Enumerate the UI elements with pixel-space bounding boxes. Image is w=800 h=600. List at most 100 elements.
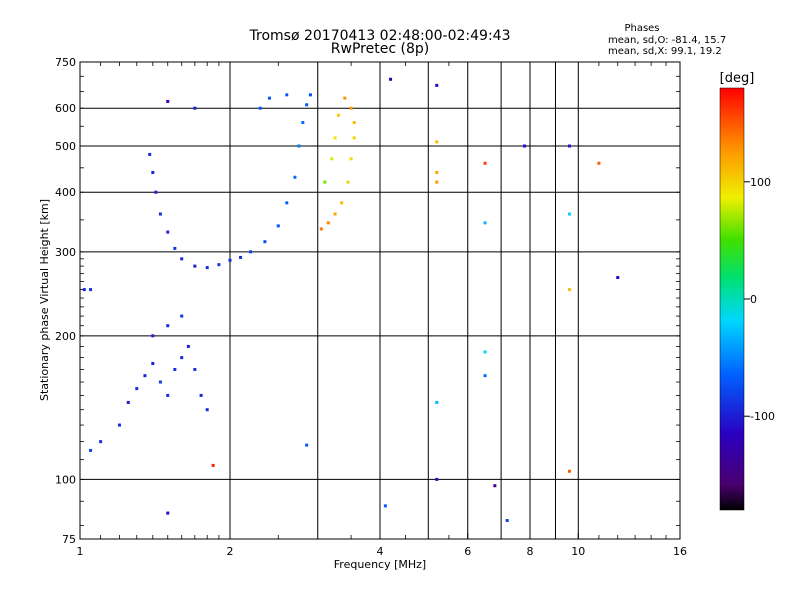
echo-point: [352, 121, 356, 125]
y-tick-label: 75: [62, 533, 76, 546]
echo-point: [166, 393, 170, 397]
echo-point: [330, 157, 334, 161]
y-tick-label: 500: [55, 140, 76, 153]
echo-point: [89, 288, 93, 292]
echo-point: [297, 144, 301, 148]
x-tick-label: 10: [571, 545, 585, 558]
echo-point: [567, 288, 571, 292]
y-tick-label: 750: [55, 56, 76, 69]
echo-point: [166, 99, 170, 103]
echo-point: [117, 423, 121, 427]
colorbar: [719, 87, 745, 511]
echo-point: [180, 356, 184, 360]
phase-stats-x: mean, sd,X: 99.1, 19.2: [608, 46, 722, 57]
colorbar-ticks: 100 0 -100: [744, 176, 775, 423]
echo-point: [305, 443, 309, 447]
echo-point: [186, 344, 190, 348]
echo-point: [435, 180, 439, 184]
echo-point: [523, 144, 527, 148]
echo-point: [597, 161, 601, 165]
y-axis-label: Stationary phase Virtual Height [km]: [38, 199, 51, 401]
echo-point: [285, 201, 289, 205]
echo-point: [151, 361, 155, 365]
phase-stats-o: mean, sd,O: -81.4, 15.7: [608, 35, 726, 46]
echo-point: [193, 367, 197, 371]
colorbar-tick-label: 100: [750, 176, 771, 189]
colorbar-label: [deg]: [720, 71, 755, 86]
echo-point: [333, 136, 337, 140]
echo-point: [435, 140, 439, 144]
echo-point: [435, 170, 439, 174]
echo-point: [505, 519, 509, 523]
echo-point: [228, 258, 232, 262]
echo-point: [180, 257, 184, 261]
axis-ticks: 1 2 4 6 8 10 16 75 100 200 300 400 500 600 750: [55, 56, 687, 558]
phase-stats-label: Phases: [624, 23, 659, 34]
echo-point: [82, 288, 86, 292]
echo-point: [166, 324, 170, 328]
echo-point: [126, 400, 130, 404]
x-tick-label: 16: [673, 545, 687, 558]
echo-point: [151, 170, 155, 174]
echo-point: [166, 511, 170, 515]
echo-point: [567, 469, 571, 473]
x-tick-label: 2: [227, 545, 234, 558]
x-tick-label: 8: [527, 545, 534, 558]
echo-point: [483, 350, 487, 354]
echo-points: [82, 77, 620, 523]
echo-point: [258, 106, 262, 110]
echo-point: [567, 144, 571, 148]
echo-point: [263, 240, 267, 244]
echo-point: [383, 504, 387, 508]
echo-point: [267, 96, 271, 100]
colorbar-tick-label: 0: [750, 293, 757, 306]
echo-point: [143, 374, 147, 378]
echo-point: [435, 83, 439, 87]
echo-point: [346, 180, 350, 184]
echo-point: [158, 212, 162, 216]
echo-point: [326, 221, 330, 225]
echo-point: [319, 227, 323, 231]
echo-point: [211, 463, 215, 467]
x-axis-label: Frequency [MHz]: [334, 558, 426, 571]
chart-title: Tromsø 20170413 02:48:00-02:49:43: [249, 28, 511, 44]
echo-point: [173, 246, 177, 250]
echo-point: [276, 224, 280, 228]
echo-point: [435, 477, 439, 481]
echo-point: [151, 334, 155, 338]
echo-point: [293, 175, 297, 179]
echo-point: [333, 212, 337, 216]
echo-point: [148, 152, 152, 156]
grid-lines: [80, 62, 680, 539]
echo-point: [239, 255, 243, 259]
echo-point: [483, 374, 487, 378]
echo-point: [205, 266, 209, 270]
echo-point: [89, 448, 93, 452]
echo-point: [199, 393, 203, 397]
echo-point: [285, 93, 289, 97]
echo-point: [483, 161, 487, 165]
echo-point: [567, 212, 571, 216]
echo-point: [173, 367, 177, 371]
echo-point: [180, 314, 184, 318]
echo-point: [135, 387, 139, 391]
echo-point: [166, 230, 170, 234]
echo-point: [389, 77, 393, 81]
echo-point: [301, 121, 305, 125]
echo-point: [99, 440, 103, 444]
echo-point: [483, 221, 487, 225]
echo-point: [154, 190, 158, 194]
echo-point: [343, 96, 347, 100]
y-tick-label: 100: [55, 473, 76, 486]
x-tick-label: 1: [77, 545, 84, 558]
echo-point: [323, 180, 327, 184]
chart-subtitle: RwPretec (8p): [331, 41, 429, 57]
echo-point: [435, 400, 439, 404]
x-tick-label: 4: [377, 545, 384, 558]
echo-point: [305, 103, 309, 107]
echo-point: [193, 106, 197, 110]
echo-point: [616, 276, 620, 280]
echo-point: [336, 113, 340, 117]
y-tick-label: 200: [55, 330, 76, 343]
